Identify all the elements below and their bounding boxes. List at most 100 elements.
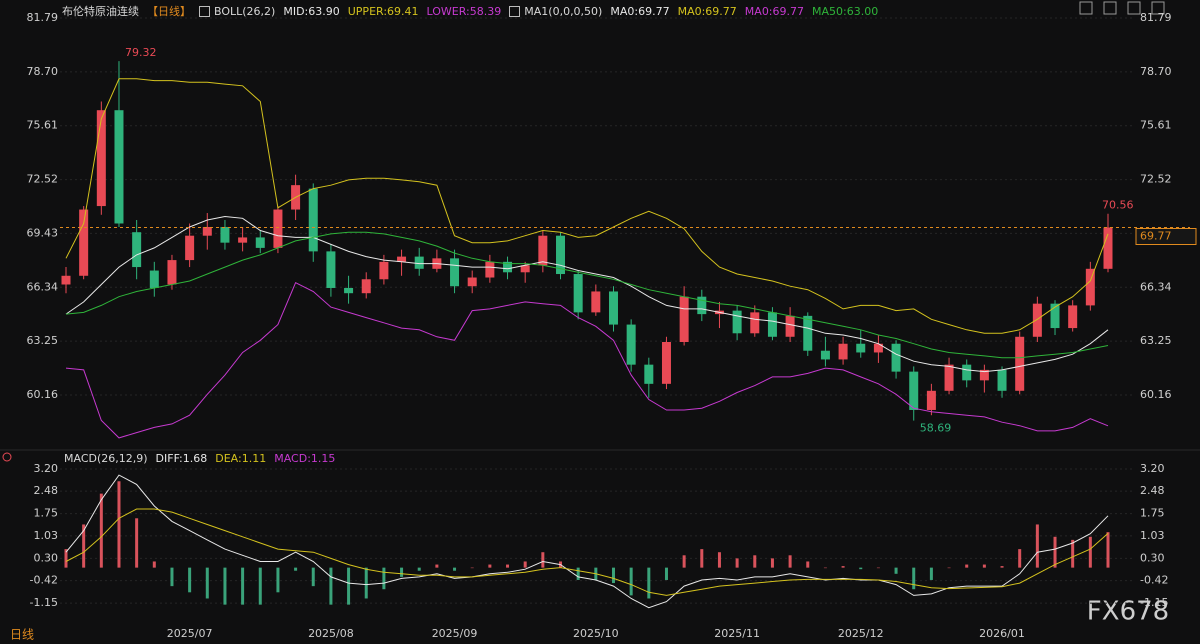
candle-body <box>308 188 318 252</box>
header-text: LOWER:58.39 <box>426 4 502 18</box>
macd-bar <box>170 567 174 587</box>
macd-bar <box>64 549 68 568</box>
candle-body <box>255 237 265 248</box>
y-tick-label: 2.48 <box>1140 484 1165 497</box>
y-tick-label: 63.25 <box>27 334 59 347</box>
high-label: 79.32 <box>125 46 157 59</box>
candle-body <box>644 364 654 384</box>
candle-body <box>96 110 106 207</box>
y-tick-label: 69.43 <box>27 226 59 239</box>
period-label: 日线 <box>10 628 34 642</box>
y-tick-label: 1.03 <box>34 529 59 542</box>
y-tick-label: 0.30 <box>34 551 59 564</box>
header-text: DEA:1.11 <box>215 452 267 465</box>
macd-bar <box>523 561 527 568</box>
candle-body <box>485 261 495 278</box>
header-text: DIFF:1.68 <box>155 452 208 465</box>
candle-body <box>679 296 689 343</box>
candle-body <box>697 296 707 315</box>
macd-bar <box>717 552 721 568</box>
x-tick-label: 2025/07 <box>167 627 213 640</box>
candle-body <box>238 237 248 243</box>
y-tick-label: 78.70 <box>1140 65 1172 78</box>
macd-bar <box>894 567 898 574</box>
candle-body <box>344 287 354 294</box>
macd-bar <box>947 567 951 569</box>
toggle-icon[interactable] <box>509 5 521 17</box>
y-tick-label: 78.70 <box>27 65 59 78</box>
x-tick-label: 2025/11 <box>714 627 760 640</box>
macd-bar <box>912 567 916 590</box>
header-text: MA1(0,0,0,50) <box>524 4 603 18</box>
y-tick-label: 66.34 <box>27 280 59 293</box>
candle-body <box>1103 227 1113 269</box>
macd-bar <box>347 567 351 605</box>
window-button[interactable] <box>1103 1 1117 15</box>
candle-body <box>379 261 389 280</box>
candle-body <box>873 343 883 353</box>
macd-bar <box>1000 566 1004 568</box>
candle-body <box>361 279 371 294</box>
candle-body <box>803 315 813 351</box>
indicator-line <box>65 508 1109 596</box>
candle-body <box>61 275 71 285</box>
macd-bar <box>1035 524 1039 568</box>
macd-bar <box>417 567 421 571</box>
candle-body <box>732 310 742 334</box>
x-tick-label: 2025/10 <box>573 627 619 640</box>
candle-body <box>944 364 954 391</box>
macd-bar <box>1106 532 1110 568</box>
candle-body <box>767 312 777 337</box>
candle-body <box>149 270 159 288</box>
indicator-line <box>65 215 1109 373</box>
candle-body <box>1015 336 1025 391</box>
candle-body <box>626 324 636 365</box>
header-text: MA0:69.77 <box>610 4 670 18</box>
macd-bar <box>453 567 457 571</box>
macd-bar <box>541 552 545 568</box>
candle-body <box>114 110 124 224</box>
candle-body <box>220 226 230 243</box>
y-tick-label: -0.42 <box>1140 574 1168 587</box>
candle-body <box>326 251 336 288</box>
macd-bar <box>223 567 227 605</box>
y-tick-label: 66.34 <box>1140 280 1172 293</box>
y-tick-label: 63.25 <box>1140 334 1172 347</box>
macd-bar <box>735 558 739 568</box>
window-button[interactable] <box>1151 1 1165 15</box>
macd-bar <box>770 558 774 568</box>
macd-bar <box>435 564 439 568</box>
candle-body <box>926 390 936 410</box>
indicator-line <box>65 282 1109 439</box>
y-tick-label: 1.75 <box>1140 507 1165 520</box>
candle-body <box>838 343 848 360</box>
candle-body <box>750 312 760 334</box>
window-button[interactable] <box>1127 1 1141 15</box>
macd-bar <box>188 567 192 593</box>
candle-body <box>820 350 830 360</box>
candle-body <box>520 265 530 273</box>
macd-bar <box>400 567 404 577</box>
last-high-label: 70.56 <box>1102 199 1134 212</box>
macd-bar <box>329 567 333 605</box>
y-tick-label: 1.75 <box>34 507 59 520</box>
macd-bar <box>117 481 121 568</box>
header-text: MA0:69.77 <box>677 4 737 18</box>
header-text: MA50:63.00 <box>812 4 879 18</box>
window-button[interactable] <box>1079 1 1093 15</box>
x-tick-label: 2026/01 <box>979 627 1025 640</box>
y-tick-label: 3.20 <box>34 462 59 475</box>
y-tick-label: 0.30 <box>1140 551 1165 564</box>
y-tick-label: 2.48 <box>34 484 59 497</box>
macd-bar <box>788 555 792 568</box>
macd-bar <box>682 555 686 568</box>
toggle-icon[interactable] <box>199 5 210 17</box>
macd-bar <box>364 567 368 599</box>
x-tick-label: 2025/12 <box>838 627 884 640</box>
candle-body <box>962 364 972 381</box>
macd-bar <box>276 567 280 593</box>
candle-body <box>608 291 618 325</box>
indicator-icon[interactable] <box>2 452 12 462</box>
